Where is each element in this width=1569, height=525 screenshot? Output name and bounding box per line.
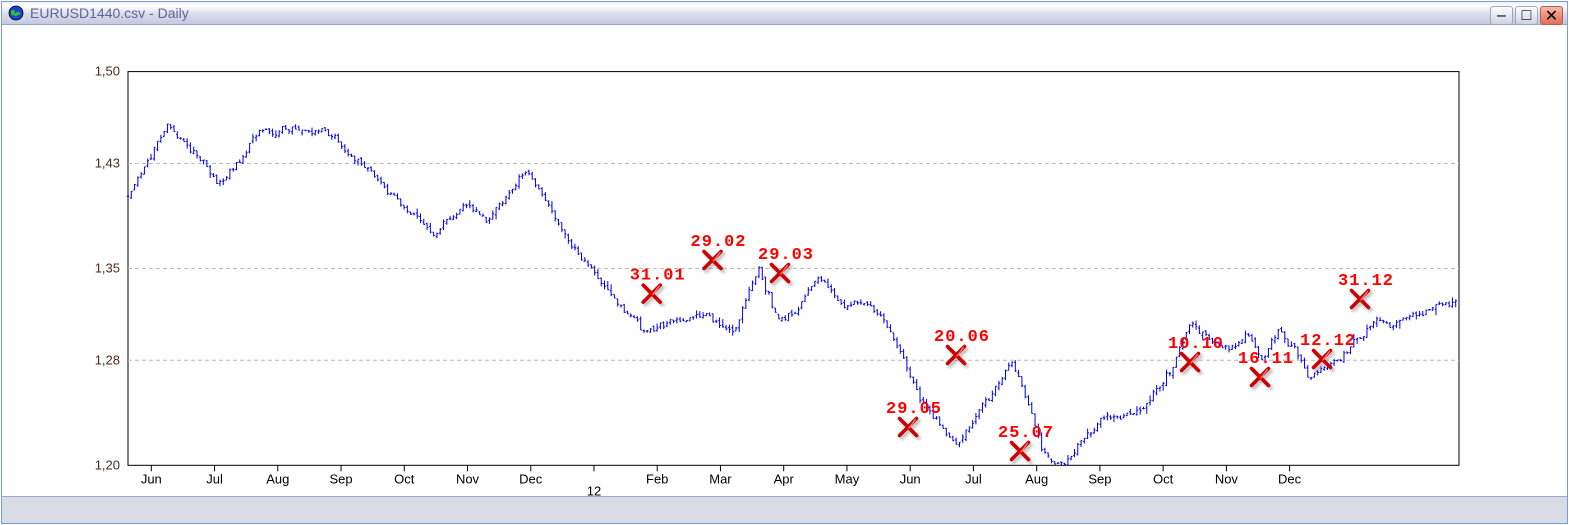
svg-text:Feb: Feb	[646, 471, 668, 486]
svg-text:Oct: Oct	[394, 471, 415, 486]
svg-text:Jul: Jul	[206, 471, 223, 486]
svg-text:Jun: Jun	[141, 471, 162, 486]
svg-text:Jun: Jun	[900, 471, 921, 486]
svg-text:Sep: Sep	[329, 471, 352, 486]
svg-text:20.06: 20.06	[934, 328, 990, 347]
svg-text:Dec: Dec	[519, 471, 543, 486]
svg-text:Dec: Dec	[1278, 471, 1302, 486]
svg-text:Nov: Nov	[1215, 471, 1239, 486]
svg-text:31.01: 31.01	[630, 267, 686, 286]
svg-text:16.11: 16.11	[1238, 350, 1294, 369]
svg-text:31.12: 31.12	[1338, 272, 1394, 291]
svg-text:May: May	[835, 471, 860, 486]
svg-text:25.07: 25.07	[998, 424, 1054, 443]
svg-text:Aug: Aug	[1025, 471, 1048, 486]
svg-text:10.10: 10.10	[1168, 335, 1224, 354]
svg-text:1,28: 1,28	[95, 352, 120, 367]
svg-text:Aug: Aug	[266, 471, 289, 486]
svg-text:1,50: 1,50	[95, 64, 120, 79]
svg-text:1,43: 1,43	[95, 155, 120, 170]
svg-text:Mar: Mar	[709, 471, 732, 486]
svg-text:Sep: Sep	[1088, 471, 1111, 486]
svg-text:1,20: 1,20	[95, 457, 120, 472]
svg-text:12.12: 12.12	[1300, 332, 1356, 351]
svg-text:29.02: 29.02	[691, 233, 747, 252]
svg-text:Oct: Oct	[1153, 471, 1174, 486]
svg-text:Apr: Apr	[774, 471, 795, 486]
svg-text:1,35: 1,35	[95, 260, 120, 275]
svg-text:29.05: 29.05	[886, 400, 942, 419]
svg-text:Nov: Nov	[456, 471, 480, 486]
svg-text:Jul: Jul	[965, 471, 982, 486]
svg-text:29.03: 29.03	[758, 246, 814, 265]
